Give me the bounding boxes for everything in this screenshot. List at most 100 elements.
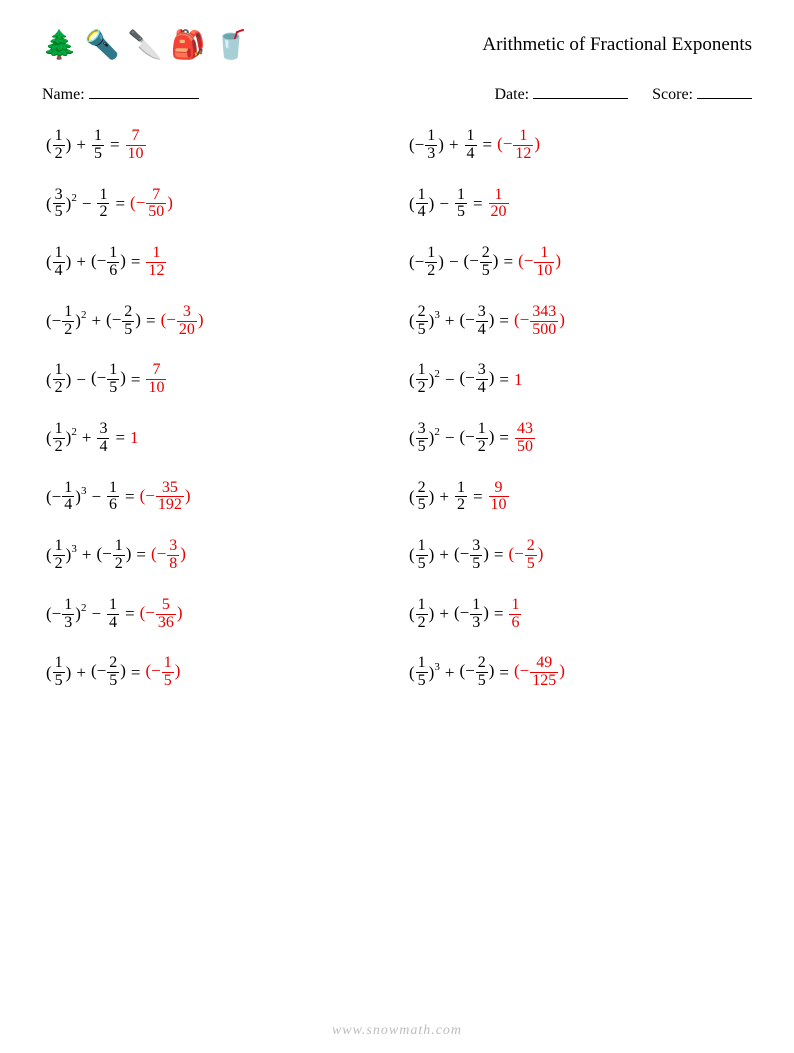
problem: (12)3+(−12)=(−38) (46, 538, 389, 573)
answer: 16 (508, 597, 522, 632)
answer: (−343500) (514, 304, 565, 339)
fraction: 15 (162, 655, 174, 690)
answer: (−15) (145, 655, 180, 690)
fraction: 25 (416, 304, 428, 339)
fraction: 14 (107, 597, 119, 632)
problem: (−13)+14=(−112) (409, 128, 752, 163)
fraction: 12 (53, 421, 65, 456)
answer: 1 (514, 370, 523, 390)
fraction: 12 (53, 538, 65, 573)
problem: (12)+15=710 (46, 128, 389, 163)
answer: (−320) (161, 304, 204, 339)
exponent: 2 (71, 192, 77, 204)
score-label: Score: (652, 86, 693, 103)
fraction: 910 (489, 480, 509, 515)
answer: (−38) (151, 538, 186, 573)
fraction: 35 (53, 187, 65, 222)
header-icon: 🌲 (42, 28, 77, 62)
footer-url: www.snowmath.com (42, 1023, 752, 1043)
answer: 1 (130, 428, 139, 448)
fraction: 34 (97, 421, 109, 456)
exponent: 2 (71, 426, 77, 438)
fraction: 15 (53, 655, 65, 690)
fraction: 12 (62, 304, 74, 339)
answer: 112 (145, 245, 167, 280)
fraction: 12 (53, 362, 65, 397)
problem: (12)+(−13)=16 (409, 597, 752, 632)
problem: (25)+12=910 (409, 480, 752, 515)
answer: (−25) (508, 538, 543, 573)
exponent: 3 (434, 661, 440, 673)
exponent: 3 (71, 543, 77, 555)
fraction: 25 (122, 304, 134, 339)
fraction: 12 (416, 597, 428, 632)
name-label: Name: (42, 86, 85, 103)
fraction: 343500 (530, 304, 558, 339)
fraction: 14 (465, 128, 477, 163)
answer: 710 (125, 128, 147, 163)
fraction: 110 (534, 245, 554, 280)
problem: (15)+(−35)=(−25) (409, 538, 752, 573)
fraction: 12 (425, 245, 437, 280)
exponent: 3 (81, 485, 87, 497)
problem: (12)2−(−34)=1 (409, 362, 752, 397)
fraction: 12 (113, 538, 125, 573)
fraction: 35192 (156, 480, 184, 515)
fraction: 536 (156, 597, 176, 632)
fraction: 15 (92, 128, 104, 163)
fraction: 35 (470, 538, 482, 573)
answer: (−35192) (140, 480, 191, 515)
header-icon: 🔪 (128, 28, 163, 62)
fraction: 13 (62, 597, 74, 632)
fraction: 14 (416, 187, 428, 222)
fraction: 12 (53, 128, 65, 163)
fraction: 16 (107, 480, 119, 515)
name-blank[interactable] (89, 82, 199, 99)
score-blank[interactable] (697, 82, 752, 99)
exponent: 3 (434, 309, 440, 321)
exponent: 2 (81, 602, 87, 614)
answer: 120 (488, 187, 510, 222)
fraction: 15 (107, 362, 119, 397)
problem: (−12)−(−25)=(−110) (409, 245, 752, 280)
header-icon: 🥤 (214, 28, 249, 62)
problem: (12)−(−15)=710 (46, 362, 389, 397)
fraction: 112 (513, 128, 533, 163)
fraction: 710 (146, 362, 166, 397)
fraction: 710 (126, 128, 146, 163)
exponent: 2 (434, 426, 440, 438)
fraction: 12 (97, 187, 109, 222)
problem-grid: (12)+15=710 (−13)+14=(−112) (35)2−12=(−750… (42, 128, 752, 690)
fraction: 13 (470, 597, 482, 632)
fraction: 120 (489, 187, 509, 222)
answer: (−750) (130, 187, 173, 222)
problem: (15)+(−25)=(−15) (46, 655, 389, 690)
fraction: 34 (476, 304, 488, 339)
fraction: 14 (53, 245, 65, 280)
fraction: 12 (416, 362, 428, 397)
answer: (−112) (497, 128, 540, 163)
fraction: 15 (455, 187, 467, 222)
problem: (12)2+34=1 (46, 421, 389, 456)
fraction: 25 (480, 245, 492, 280)
fraction: 25 (525, 538, 537, 573)
problem: (35)2−(−12)=4350 (409, 421, 752, 456)
answer: (−110) (518, 245, 561, 280)
answer: 4350 (514, 421, 536, 456)
date-blank[interactable] (533, 82, 628, 99)
info-fields: Name: Date: Score: (42, 82, 752, 104)
fraction: 35 (416, 421, 428, 456)
fraction: 14 (62, 480, 74, 515)
problem: (14)−15=120 (409, 187, 752, 222)
problem: (35)2−12=(−750) (46, 187, 389, 222)
fraction: 4350 (515, 421, 535, 456)
header-icons: 🌲🔦🔪🎒🥤 (42, 28, 248, 62)
fraction: 25 (107, 655, 119, 690)
header-icon: 🎒 (171, 28, 206, 62)
problem: (−13)2−14=(−536) (46, 597, 389, 632)
fraction: 15 (416, 538, 428, 573)
fraction: 13 (425, 128, 437, 163)
problem: (14)+(−16)=112 (46, 245, 389, 280)
fraction: 12 (455, 480, 467, 515)
problem: (15)3+(−25)=(−49125) (409, 655, 752, 690)
